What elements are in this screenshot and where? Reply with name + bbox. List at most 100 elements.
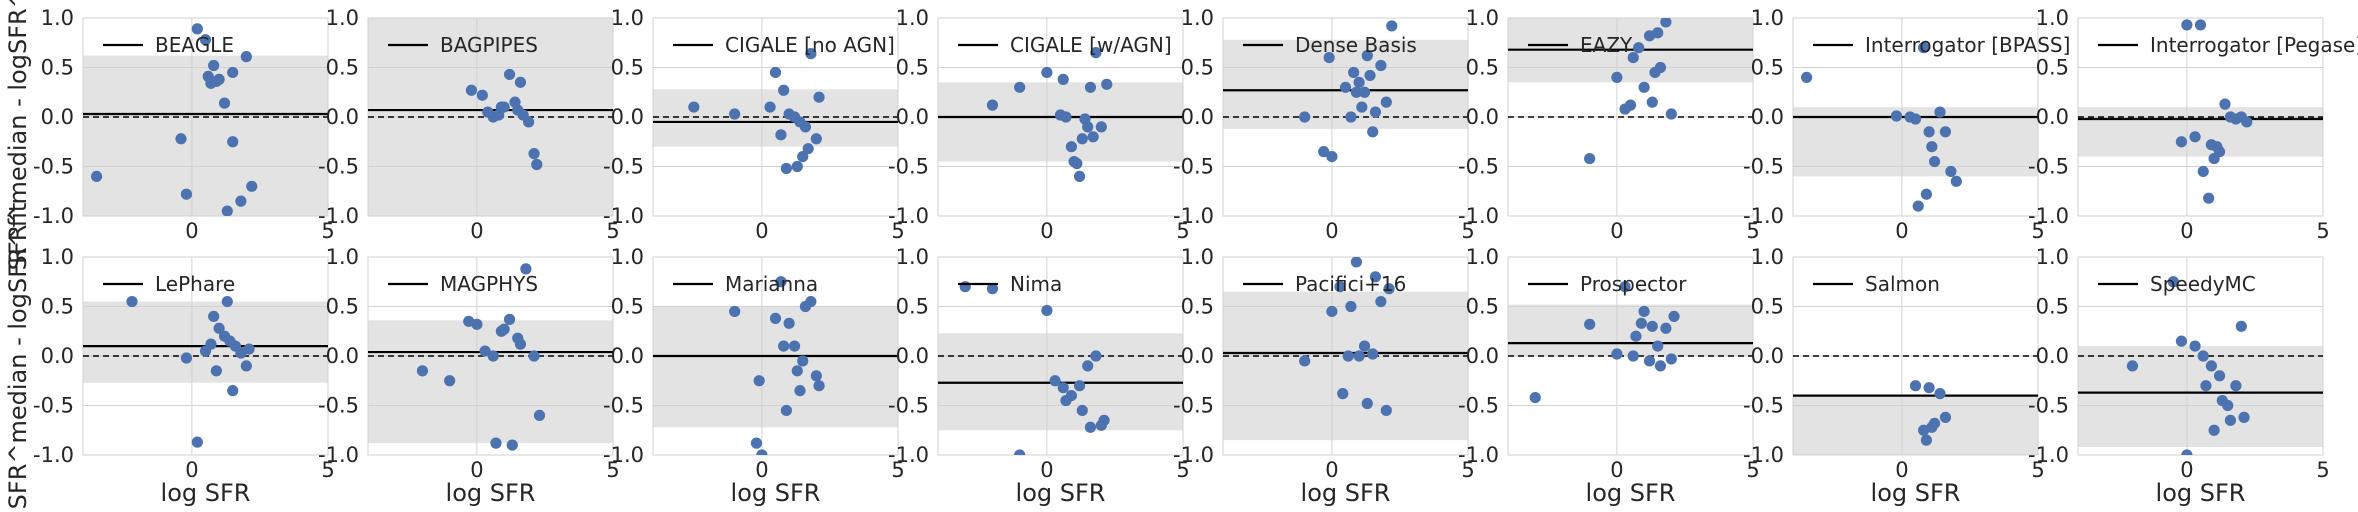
data-point bbox=[1926, 141, 1938, 153]
data-point bbox=[1801, 71, 1813, 83]
data-point bbox=[1057, 382, 1069, 394]
legend-label: MAGPHYS bbox=[440, 272, 538, 296]
uncertainty-band bbox=[653, 89, 898, 147]
y-tick-label: -0.5 bbox=[1743, 155, 1784, 179]
legend-label: BEAGLE bbox=[155, 33, 234, 57]
data-point bbox=[1299, 355, 1311, 367]
data-point bbox=[1584, 152, 1596, 165]
x-tick-label: 5 bbox=[2316, 458, 2329, 482]
y-tick-label: 0.0 bbox=[41, 344, 74, 368]
data-point bbox=[1065, 141, 1077, 153]
data-points bbox=[1801, 42, 1962, 212]
x-tick-label: 5 bbox=[2031, 458, 2044, 482]
data-point bbox=[1014, 81, 1026, 93]
data-point bbox=[503, 68, 516, 81]
data-points bbox=[126, 295, 255, 448]
legend-label: Salmon bbox=[1865, 272, 1940, 296]
y-tick-label: 0.0 bbox=[2036, 105, 2069, 129]
data-point bbox=[810, 370, 822, 382]
uncertainty-band bbox=[2078, 107, 2323, 157]
y-tick-label: 0.5 bbox=[2036, 56, 2069, 80]
y-tick-label: -0.5 bbox=[318, 394, 359, 418]
data-point bbox=[2205, 360, 2217, 372]
y-tick-label: -1.0 bbox=[1173, 204, 1214, 228]
y-tick-label: 1.0 bbox=[896, 6, 929, 30]
data-point bbox=[1367, 126, 1379, 138]
legend-label: Interrogator [BPASS] bbox=[1865, 33, 2070, 57]
y-tick-label: 0.0 bbox=[1466, 344, 1499, 368]
data-point bbox=[1611, 348, 1623, 360]
x-tick-label: 5 bbox=[891, 458, 904, 482]
data-point bbox=[1665, 108, 1677, 120]
data-point bbox=[246, 180, 258, 192]
data-point bbox=[1342, 350, 1354, 362]
data-point bbox=[1090, 350, 1102, 362]
panel-0: BEAGLE -1.0 -0.5 0.0 0.5 1.0 0 5 bbox=[33, 6, 335, 243]
y-tick-label: -1.0 bbox=[318, 443, 359, 467]
data-points bbox=[986, 47, 1113, 182]
y-tick-label: -0.5 bbox=[603, 155, 644, 179]
data-point bbox=[2230, 380, 2242, 392]
y-tick-label: 1.0 bbox=[1181, 6, 1214, 30]
data-point bbox=[1090, 47, 1102, 59]
y-tick-label: 1.0 bbox=[1466, 6, 1499, 30]
data-point bbox=[2241, 116, 2253, 128]
data-point bbox=[471, 318, 483, 330]
y-tick-label: 1.0 bbox=[1751, 245, 1784, 269]
y-tick-label: 0.5 bbox=[1751, 295, 1784, 319]
data-point bbox=[495, 101, 507, 113]
uncertainty-band bbox=[1793, 395, 2038, 455]
data-point bbox=[1076, 404, 1088, 417]
data-point bbox=[753, 375, 765, 387]
data-point bbox=[210, 365, 222, 377]
data-point bbox=[243, 343, 255, 355]
uncertainty-band bbox=[83, 301, 328, 383]
x-tick-label: 5 bbox=[606, 219, 619, 243]
x-axis-label: log SFR bbox=[446, 479, 536, 507]
panel-8: LePhare -1.0 -0.5 0.0 0.5 1.0 0 5 log SFR bbox=[33, 245, 335, 507]
y-tick-label: -1.0 bbox=[1458, 443, 1499, 467]
y-tick-label: 1.0 bbox=[1181, 245, 1214, 269]
data-point bbox=[1630, 330, 1642, 342]
y-tick-label: -0.5 bbox=[1743, 394, 1784, 418]
data-point bbox=[1323, 52, 1335, 64]
data-point bbox=[1909, 380, 1922, 392]
legend-label: LePhare bbox=[155, 272, 235, 296]
x-tick-label: 5 bbox=[606, 458, 619, 482]
y-tick-label: 0.5 bbox=[1181, 295, 1214, 319]
data-points bbox=[1529, 281, 1680, 404]
data-point bbox=[780, 162, 792, 175]
x-tick-label: 5 bbox=[321, 458, 334, 482]
data-point bbox=[1345, 111, 1357, 123]
data-point bbox=[1358, 340, 1371, 352]
data-point bbox=[1339, 81, 1352, 93]
x-axis-label: log SFR bbox=[161, 479, 251, 507]
data-point bbox=[1071, 157, 1083, 170]
x-tick-label: 5 bbox=[1176, 458, 1189, 482]
data-point bbox=[1668, 310, 1680, 322]
y-tick-label: -0.5 bbox=[888, 155, 929, 179]
y-tick-label: 0.0 bbox=[611, 344, 644, 368]
data-points bbox=[959, 281, 1110, 455]
data-point bbox=[520, 263, 532, 275]
data-point bbox=[1918, 42, 1930, 54]
data-point bbox=[487, 350, 499, 362]
legend-label: Dense Basis bbox=[1295, 33, 1417, 57]
y-tick-label: 0.5 bbox=[1751, 56, 1784, 80]
y-tick-label: 0.0 bbox=[1181, 344, 1214, 368]
y-tick-label: 0.0 bbox=[326, 344, 359, 368]
y-tick-label: -0.5 bbox=[1173, 394, 1214, 418]
legend-label: CIGALE [w/AGN] bbox=[1010, 33, 1172, 57]
data-point bbox=[1643, 355, 1656, 367]
legend-label: Nima bbox=[1010, 272, 1062, 296]
data-point bbox=[2208, 424, 2220, 436]
x-tick-label: 0 bbox=[470, 458, 483, 482]
data-point bbox=[523, 116, 535, 128]
y-tick-label: 1.0 bbox=[1751, 6, 1784, 30]
data-point bbox=[1098, 414, 1110, 426]
x-tick-label: 5 bbox=[1746, 219, 1759, 243]
x-tick-label: 5 bbox=[2316, 219, 2329, 243]
data-point bbox=[1920, 434, 1932, 446]
data-point bbox=[1635, 317, 1647, 329]
data-point bbox=[1660, 18, 1672, 28]
